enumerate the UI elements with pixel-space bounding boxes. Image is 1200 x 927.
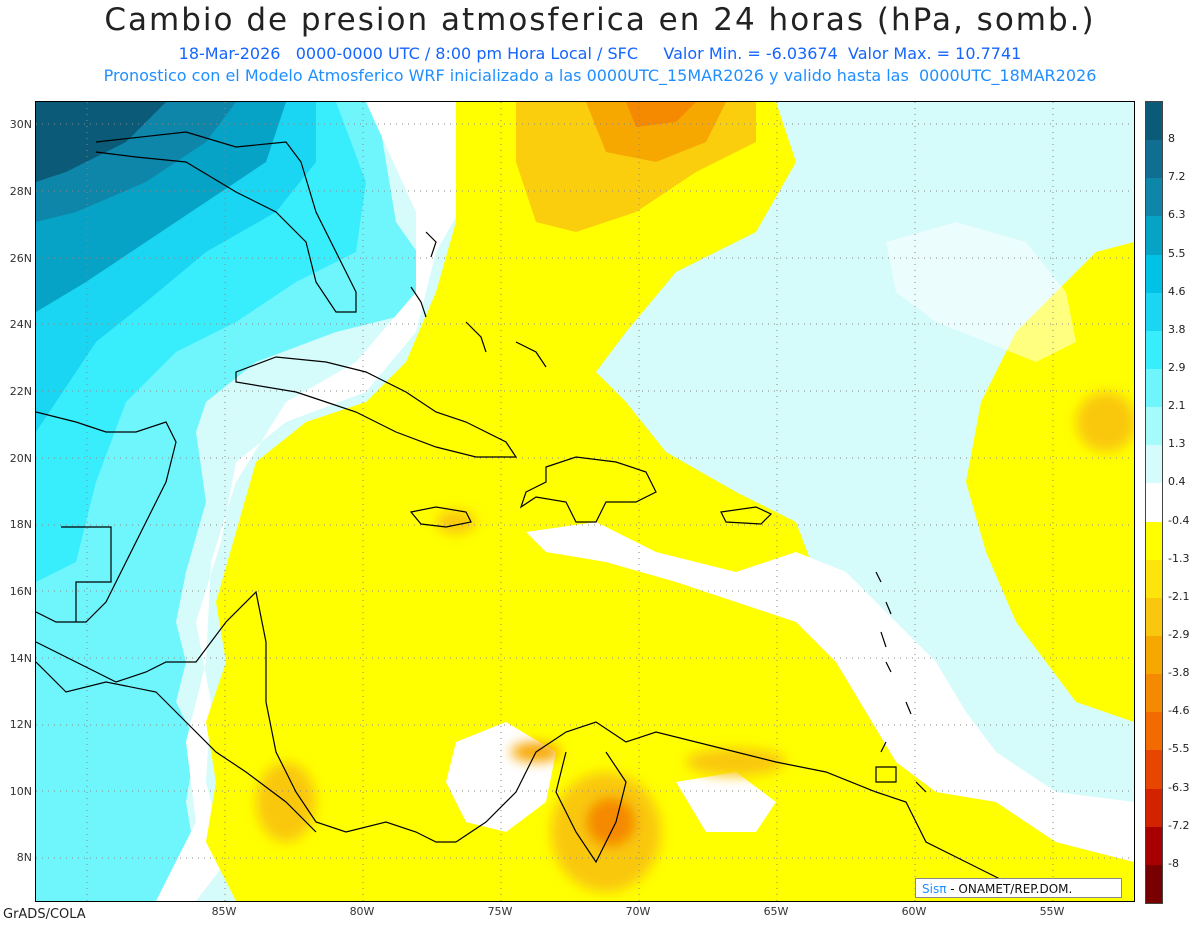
strong-negative-north [586,102,726,162]
lat-label-14n: 14N [9,652,32,665]
colorbar-segment [1146,407,1162,446]
colorbar-segment [1146,559,1162,599]
colorbar-segment [1146,445,1162,484]
map-subtitle-valid-time: 18-Mar-2026 0000-0000 UTC / 8:00 pm Hora… [178,44,1022,63]
credit-text: - ONAMET/REP.DOM. [950,882,1073,896]
colorbar-tick-label: 7.2 [1168,170,1186,184]
colorbar-tick-label: -0.4 [1168,513,1190,527]
colorbar-segment [1146,750,1162,790]
lat-label-28n: 28N [9,185,32,198]
neutral-patch-center [526,522,1134,862]
stronger-negative-north [626,102,696,127]
coastline-trinidad [875,766,897,783]
colorbar-segment [1146,521,1162,561]
neutral-patch-north-east [886,222,1076,362]
colorbar-segment [1146,788,1162,828]
colorbar-segment [1146,216,1162,256]
lon-label-70w: 70W [625,905,651,918]
map-canvas [36,102,1134,901]
neutral-change-zone [156,102,506,901]
colorbar-segment [1146,140,1162,179]
lat-label-22n: 22N [9,385,32,398]
coastline-lesser-antilles [875,571,927,793]
pressure-change-map [35,101,1135,902]
colorbar-segment [1146,102,1162,141]
lat-label-10n: 10N [9,785,32,798]
colorbar-tick-label: 2.9 [1168,361,1186,374]
colorbar-segment [1146,178,1162,217]
colorbar-tick-label: -8 [1168,856,1179,870]
negative-change-area-east [966,242,1134,722]
lat-label-18n: 18N [9,518,32,531]
coastline-south-america [455,721,1007,883]
lon-label-65w: 65W [763,905,789,918]
map-subtitle-model-run: Pronostico con el Modelo Atmosferico WRF… [103,66,1097,85]
lat-label-12n: 12N [9,718,32,731]
border-mexico-belize [61,526,112,622]
colorbar-tick-label: 2.1 [1168,399,1186,413]
colorbar-tick-label: -3.8 [1168,666,1190,680]
colorbar-segment [1146,826,1162,866]
colorbar-tick-label: -2.1 [1168,589,1190,603]
colorbar-segment [1146,483,1162,523]
colorbar-tick-label: -4.6 [1168,704,1190,718]
colorbar-segment [1146,330,1162,370]
coastlines [36,131,1007,883]
coastline-hispaniola [519,456,657,523]
coastline-bahamas-3 [465,321,487,353]
colorbar-segment [1146,369,1162,408]
colorbar-segment [1146,254,1162,294]
lat-label-8n: 8N [16,851,32,864]
colorbar-tick-label: 8 [1168,132,1175,146]
lon-label-80w: 80W [349,905,375,918]
lon-label-55w: 55W [1039,905,1065,918]
lon-label-75w: 75W [487,905,513,918]
colorbar-segment [1146,712,1162,751]
coastline-lake-maracaibo [555,751,627,864]
colorbar-segment [1146,674,1162,713]
coastline-bahamas-1 [425,231,437,258]
colorbar-segment [1146,292,1162,332]
lon-label-60w: 60W [901,905,927,918]
colorbar-tick-label: 3.8 [1168,322,1186,336]
lat-label-20n: 20N [9,452,32,465]
colorbar-tick-label: -6.3 [1168,780,1190,794]
coastline-bahamas-2 [410,286,427,318]
colorbar-tick-label: -5.5 [1168,742,1190,756]
coastline-cuba [235,356,518,458]
colorbar-tick-label: 0.4 [1168,475,1186,489]
coastline-florida [95,131,357,313]
colorbar-tick-label: 1.3 [1168,437,1186,451]
colorbar-tick-label: -1.3 [1168,551,1190,565]
colorbar-tick-label: 5.5 [1168,246,1186,260]
lat-label-24n: 24N [9,318,32,331]
coastline-yucatan [36,411,177,623]
colorbar-tick-label: 6.3 [1168,208,1186,222]
footer-software: GrADS/COLA [3,907,86,922]
colorbar-tick-label: -2.9 [1168,628,1190,641]
coastline-central-america-pacific [36,661,317,833]
colorbar-tick-label: 4.6 [1168,284,1186,298]
credit-logo-text: Sisπ [922,882,947,896]
colorbar-tick-label: -7.2 [1168,818,1190,832]
coastline-puerto-rico [720,506,773,525]
neutral-patch-south-east [676,772,776,832]
colorbar-segment [1146,597,1162,637]
colorbar-segment [1146,864,1162,904]
colorbar [1145,101,1163,904]
negative-change-area [206,102,1134,901]
lat-label-26n: 26N [9,252,32,265]
coastline-central-america [36,590,456,843]
colorbar-segment [1146,636,1162,675]
credit-box: Sisπ - ONAMET/REP.DOM. [915,878,1122,898]
coastline-jamaica [409,506,472,528]
lon-label-85w: 85W [211,905,237,918]
coastline-bahamas-4 [515,341,547,368]
lat-label-16n: 16N [9,585,32,598]
lat-label-30n: 30N [9,118,32,131]
map-title: Cambio de presion atmosferica en 24 hora… [104,2,1096,38]
